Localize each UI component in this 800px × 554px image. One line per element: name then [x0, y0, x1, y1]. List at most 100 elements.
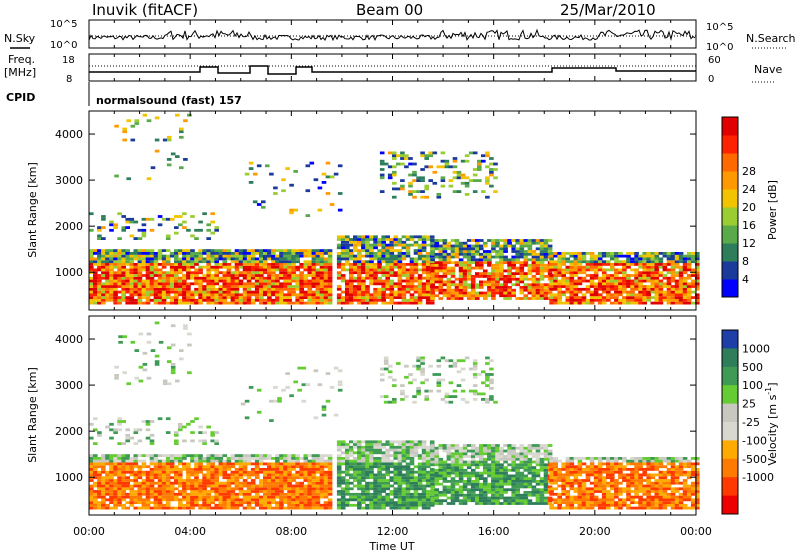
- velocity-cell: [246, 490, 252, 493]
- power-cell: [503, 241, 508, 245]
- velocity-cell: [250, 506, 256, 510]
- velocity-cell: [369, 470, 374, 474]
- velocity-cell: [295, 501, 300, 504]
- velocity-cell: [291, 495, 296, 499]
- power-cell: [377, 252, 382, 255]
- velocity-cell: [495, 491, 500, 494]
- power-cell: [275, 260, 280, 264]
- velocity-cell: [466, 444, 472, 447]
- velocity-cell: [442, 474, 448, 478]
- velocity-cell: [133, 479, 139, 482]
- power-cell: [393, 290, 399, 294]
- power-cell: [153, 263, 159, 266]
- power-cell: [670, 285, 676, 288]
- power-cell: [93, 287, 98, 291]
- power-cell: [658, 265, 664, 269]
- power-cell: [438, 255, 444, 259]
- velocity-cell: [421, 440, 427, 444]
- power-cell: [319, 282, 325, 286]
- velocity-cell: [97, 470, 102, 474]
- power-cell: [527, 291, 533, 295]
- power-cell: [161, 276, 167, 280]
- power-cell: [589, 276, 595, 280]
- power-cell: [222, 282, 228, 286]
- velocity-cell: [125, 457, 130, 460]
- velocity-cell: [369, 484, 374, 488]
- power-cell: [254, 276, 260, 280]
- power-cell: [389, 249, 395, 252]
- power-cell: [101, 285, 106, 288]
- power-cell: [531, 297, 537, 300]
- power-cell: [392, 195, 397, 199]
- velocity-cell: [413, 501, 419, 504]
- velocity-cell: [369, 473, 374, 477]
- power-cell: [327, 252, 333, 255]
- velocity-cell: [401, 443, 407, 446]
- velocity-cell: [483, 496, 488, 500]
- power-cell: [527, 269, 533, 273]
- power-cell: [405, 279, 411, 283]
- velocity-cell: [121, 473, 126, 477]
- velocity-cell: [259, 459, 264, 463]
- velocity-cell: [442, 460, 448, 464]
- velocity-cell: [462, 463, 468, 467]
- velocity-cell: [336, 501, 342, 504]
- power-cell: [539, 288, 545, 292]
- power-cell: [137, 228, 143, 232]
- power-cell: [206, 296, 211, 299]
- velocity-cell: [454, 493, 460, 497]
- velocity-cell: [393, 440, 399, 444]
- velocity-cell: [377, 503, 382, 507]
- velocity-cell: [242, 479, 248, 482]
- power-cell: [377, 293, 382, 297]
- power-cell: [246, 260, 252, 264]
- power-cell: [565, 287, 571, 291]
- power-cell: [405, 290, 411, 294]
- velocity-cell: [357, 481, 362, 485]
- power-cell: [165, 257, 171, 261]
- velocity-cell: [178, 476, 183, 480]
- velocity-cell: [153, 495, 159, 499]
- power-cell: [489, 173, 494, 177]
- power-cell: [307, 296, 313, 299]
- velocity-cell: [450, 444, 456, 447]
- velocity-cell: [230, 503, 236, 507]
- velocity-cell: [315, 498, 321, 502]
- power-cell: [303, 265, 309, 269]
- power-cell: [319, 293, 325, 297]
- velocity-cell: [319, 465, 325, 469]
- velocity-cell: [267, 476, 272, 480]
- power-cell: [507, 277, 512, 281]
- velocity-cell: [442, 485, 448, 489]
- power-cell: [214, 268, 219, 272]
- power-cell: [97, 296, 102, 299]
- power-cell: [606, 260, 611, 264]
- velocity-cell: [234, 501, 240, 504]
- power-cell: [454, 241, 460, 245]
- power-cell: [178, 287, 183, 291]
- power-cell: [425, 257, 431, 261]
- power-cell: [353, 290, 358, 294]
- velocity-cell: [263, 454, 268, 457]
- velocity-cell: [161, 468, 167, 471]
- power-cell: [174, 287, 179, 291]
- power-cell: [475, 241, 480, 245]
- velocity-cell: [254, 462, 260, 466]
- power-cell: [557, 274, 562, 277]
- range-tick-label: 4000: [55, 128, 83, 141]
- power-cell: [438, 244, 444, 248]
- power-cell: [561, 254, 566, 258]
- power-cell: [448, 165, 454, 169]
- power-cell: [561, 252, 566, 255]
- velocity-cell: [271, 501, 276, 504]
- velocity-cell: [169, 495, 175, 499]
- power-cell: [149, 285, 155, 288]
- power-cell: [577, 260, 583, 264]
- power-cell: [549, 252, 554, 255]
- velocity-cell: [442, 444, 448, 447]
- velocity-cell: [327, 492, 333, 496]
- power-cell: [421, 257, 427, 261]
- velocity-cell: [287, 462, 292, 466]
- power-cell: [210, 212, 215, 216]
- power-cell: [113, 263, 118, 266]
